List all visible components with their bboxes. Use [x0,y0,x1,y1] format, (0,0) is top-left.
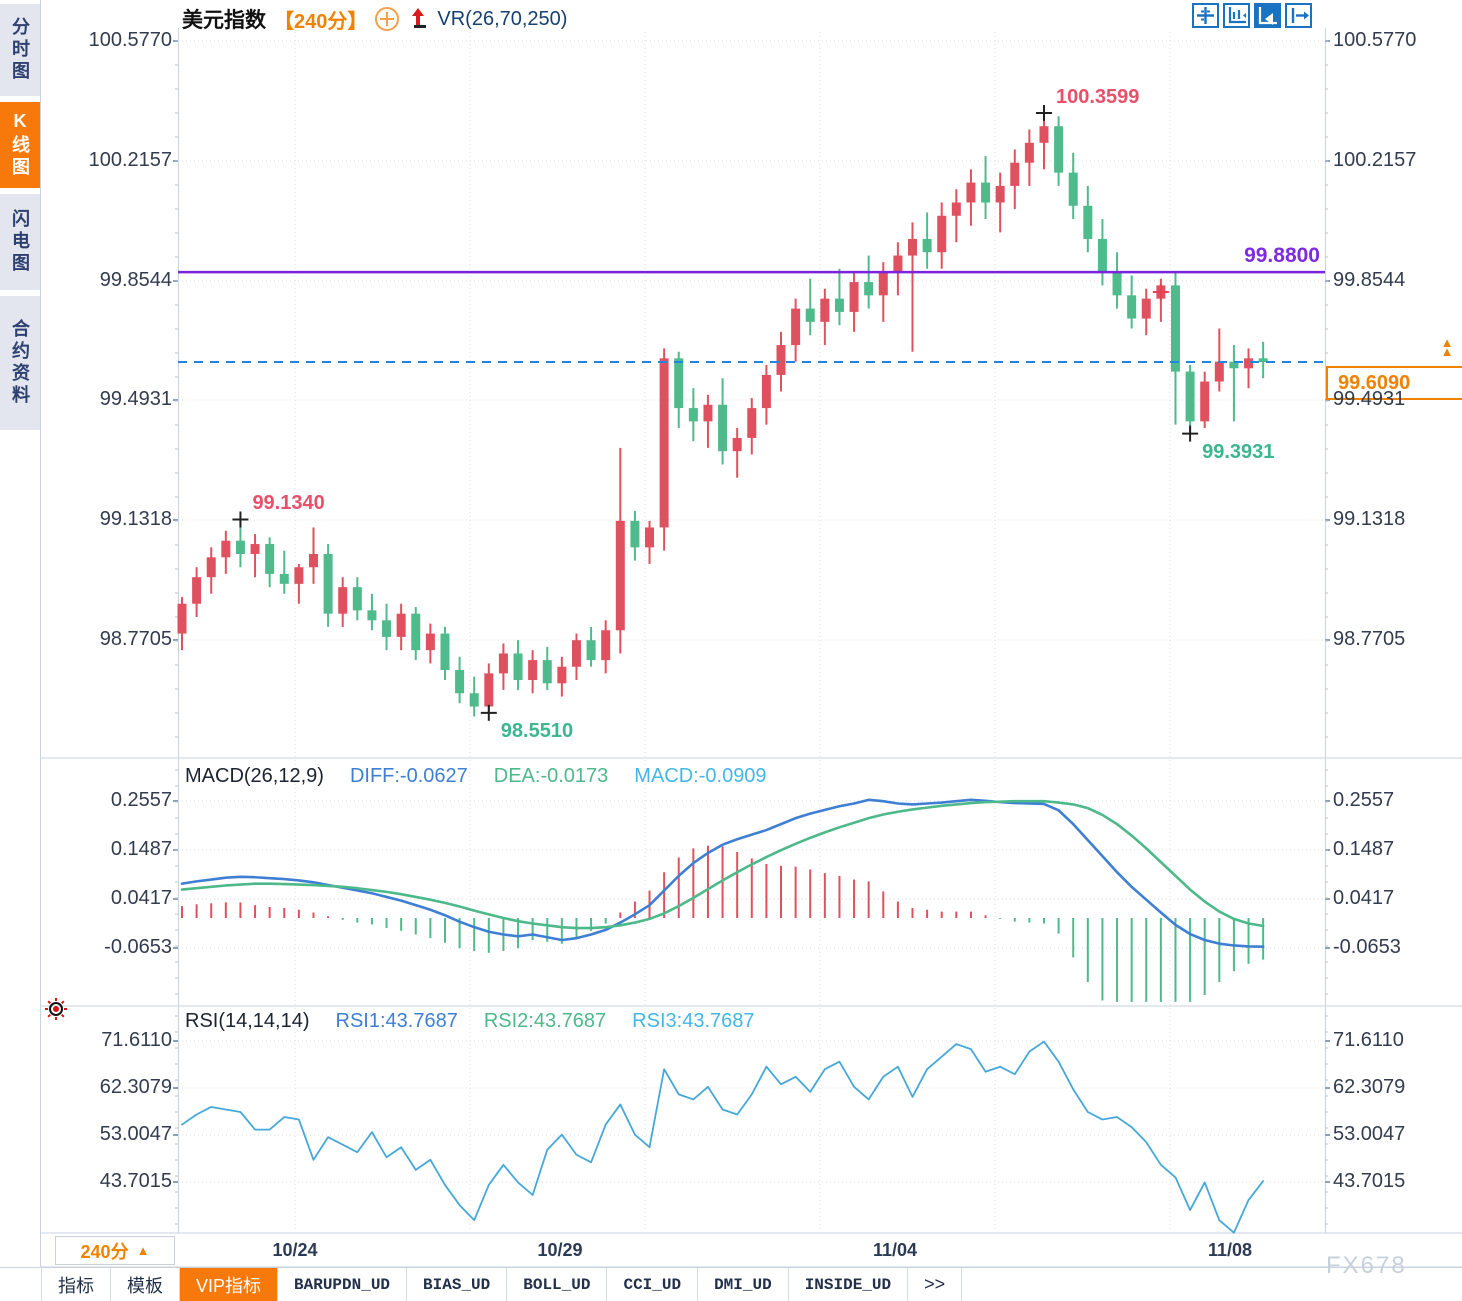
x-axis-date-label: 11/08 [1207,1240,1253,1260]
sidebar-item-3[interactable]: 闪电图 [0,194,40,290]
sidebar-item-2[interactable]: K线图 [0,102,40,188]
rsi3-value: RSI3:43.7687 [632,1010,755,1032]
macd-params-label: MACD(26,12,9) [185,765,324,787]
rsi-y-axis-label-left: 43.7015 [99,1170,172,1192]
tab-insideud[interactable]: INSIDE_UD [789,1268,909,1301]
symbol-title: 美元指数 [182,9,266,32]
crosshair-tool[interactable] [1192,3,1219,28]
macd-y-axis-label-right: 0.0417 [1333,887,1395,909]
tab-vip指标[interactable]: VIP指标 [180,1268,279,1301]
price-annotation: 98.5510 [500,719,574,742]
price-annotation: 99.1340 [252,492,325,515]
rsi-y-axis-label-left: 62.3079 [99,1076,172,1098]
current-price-tag: 99.6090 [1326,366,1462,400]
axis-adjust-tool[interactable] [1223,3,1250,28]
main-y-axis-label-right: 98.7705 [1333,628,1406,650]
macd-y-axis-label-right: 0.2557 [1333,789,1395,811]
period-selector[interactable]: 240分 ▲ [55,1236,175,1265]
main-y-axis-label-right: 100.5770 [1333,29,1417,51]
main-y-axis-label-left: 99.1318 [99,508,172,530]
title-bar: 美元指数 【240分】 VR(26,70,250) [182,6,568,33]
pan-right-tool[interactable] [1285,3,1312,28]
tab-biasud[interactable]: BIAS_UD [407,1268,508,1301]
main-y-axis-label-right: 99.8544 [1333,269,1406,291]
macd-y-axis-label-right: 0.1487 [1333,838,1395,860]
macd-dea-value: DEA:-0.0173 [493,765,609,787]
sidebar-item-1[interactable]: 分时图 [0,4,40,96]
rsi2-value: RSI2:43.7687 [483,1010,607,1032]
support-line-label: 99.8800 [1244,244,1320,267]
rsi-y-axis-label-left: 71.6110 [101,1029,172,1051]
macd-y-axis-label-left: 0.0417 [110,887,172,909]
rsi-y-axis-label-right: 62.3079 [1333,1076,1406,1098]
main-y-axis-label-left: 100.2157 [88,149,172,171]
period-selector-label: 240分 [80,1241,129,1262]
vr-indicator-label: VR(26,70,250) [437,7,568,30]
main-y-axis-label-left: 99.8544 [99,269,172,291]
main-y-axis-label-right: 100.2157 [1333,149,1417,171]
main-y-axis-label-left: 98.7705 [99,628,172,650]
main-y-axis-label-right: 99.4931 [1333,388,1406,410]
tab-指标[interactable]: 指标 [42,1268,111,1301]
rsi-y-axis-label-right: 53.0047 [1333,1123,1406,1145]
main-y-axis-label-left: 100.5770 [88,29,172,51]
rsi-y-axis-label-right: 71.6110 [1333,1029,1404,1051]
tab-dmiud[interactable]: DMI_UD [698,1268,789,1301]
left-sidebar: 分时图 K线图闪电图合约资料 [0,0,40,1300]
sidebar-item-4[interactable]: 合约资料 [0,296,40,430]
price-annotation: 99.3931 [1202,440,1275,463]
macd-y-axis-label-left: 0.1487 [110,838,172,860]
rsi-params-label: RSI(14,14,14) [185,1010,310,1032]
period-up-arrow-icon: ▲ [136,1243,150,1258]
macd-header: MACD(26,12,9) DIFF:-0.0627 DEA:-0.0173 M… [185,765,767,788]
chart-toolbar [1192,3,1312,28]
x-axis-date-label: 10/29 [537,1240,583,1260]
tab-[interactable]: >> [908,1268,963,1301]
main-y-axis-label-right: 99.1318 [1333,508,1406,530]
tab-cciud[interactable]: CCI_UD [607,1268,699,1301]
macd-diff-value: DIFF:-0.0627 [349,765,468,787]
axis-play-tool[interactable] [1254,3,1281,28]
watermark: FX678 [1326,1252,1407,1279]
tab-bar-spacer [0,1268,42,1301]
macd-y-axis-label-left: -0.0653 [104,936,172,958]
price-annotation: 100.3599 [1055,85,1140,108]
price-up-arrows-icon: ▲ ▲ [1440,335,1454,359]
period-label[interactable]: 【240分】 [274,10,368,33]
main-y-axis-label-left: 99.4931 [99,388,172,410]
x-axis-date-label: 11/04 [872,1240,918,1260]
tab-模板[interactable]: 模板 [111,1268,180,1301]
x-axis-row [41,1234,1462,1266]
macd-y-axis-label-left: 0.2557 [110,789,172,811]
rsi-y-axis-label-left: 53.0047 [99,1123,172,1145]
tab-bollud[interactable]: BOLL_UD [507,1268,608,1301]
rsi-header: RSI(14,14,14) RSI1:43.7687 RSI2:43.7687 … [185,1010,755,1033]
indicator-settings-sun-icon[interactable] [44,997,68,1021]
indicator-tab-bar: 指标 模板 VIP指标 BARUPDN_UD BIAS_UD BOLL_UD CCI_UD D… [0,1267,1462,1301]
x-axis-date-label: 10/24 [272,1240,318,1260]
rsi-y-axis-label-right: 43.7015 [1333,1170,1406,1192]
macd-y-axis-label-right: -0.0653 [1333,936,1401,958]
circle-plus-icon[interactable] [375,7,400,31]
red-up-arrow-icon [412,8,427,28]
rsi1-value: RSI1:43.7687 [335,1010,458,1032]
macd-macd-value: MACD:-0.0909 [634,765,767,787]
tab-barupdnud[interactable]: BARUPDN_UD [278,1268,408,1301]
